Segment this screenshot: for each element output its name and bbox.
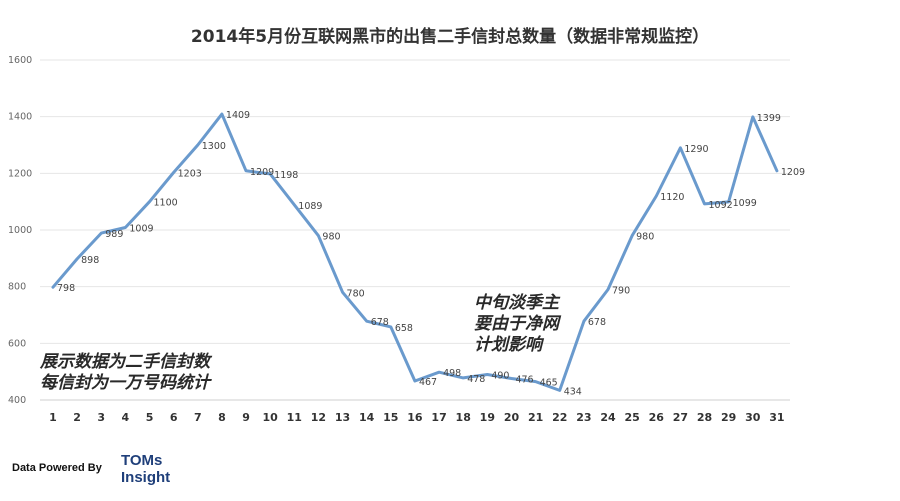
x-tick-label: 12 [311,411,326,424]
data-label: 1203 [178,168,202,179]
data-label: 467 [419,377,437,388]
x-tick-label: 16 [407,411,423,424]
x-tick-label: 25 [624,411,639,424]
x-tick-label: 4 [122,411,130,424]
brand-line2: Insight [121,469,171,486]
data-label: 1399 [757,113,781,124]
data-label: 798 [57,283,75,294]
series-polyline [51,112,779,392]
y-tick-label: 1200 [8,168,32,179]
data-label: 658 [395,323,413,334]
x-tick-label: 15 [383,411,398,424]
x-tick-labels: 1 2 3 4 5 6 7 8 9 10 11 12 13 14 15 16 17 18 19 20 21 22 23 24 2… [49,411,784,424]
x-tick-label: 5 [146,411,154,424]
x-tick-label: 14 [359,411,375,424]
annotation-left: 展示数据为二手信封数 每信封为一万号码统计 [40,352,210,394]
y-tick-label: 1000 [8,225,32,236]
x-tick-label: 7 [194,411,202,424]
x-tick-label: 21 [528,411,543,424]
annotation-mid-line3: 计划影响 [474,335,542,355]
data-label: 1198 [274,170,298,181]
x-tick-label: 13 [335,411,350,424]
x-tick-label: 30 [745,411,761,424]
x-tick-label: 3 [97,411,105,424]
annotation-left-line1: 展示数据为二手信封数 [40,352,210,372]
annotation-mid-line2: 要由于净网 [474,314,559,334]
data-label: 434 [564,386,582,397]
series-line [51,112,779,392]
y-tick-label: 600 [8,338,26,349]
data-label: 1009 [129,223,153,234]
x-tick-label: 11 [287,411,302,424]
data-label: 989 [105,229,123,240]
x-tick-label: 1 [49,411,57,424]
x-tick-label: 17 [431,411,446,424]
x-tick-label: 27 [673,411,688,424]
x-tick-label: 9 [242,411,250,424]
data-label: 1100 [154,198,178,209]
y-tick-label: 1400 [8,112,32,123]
data-label: 1209 [250,167,274,178]
footer-brand-logo: TOMs Insight [121,452,170,486]
data-label: 1099 [733,198,757,209]
x-tick-label: 19 [480,411,495,424]
data-label: 1300 [202,141,226,152]
data-label: 465 [540,378,558,389]
data-label: 1089 [298,201,322,212]
x-tick-label: 8 [218,411,226,424]
x-tick-label: 31 [769,411,784,424]
data-label: 1120 [660,192,684,203]
annotation-mid: 中旬淡季主 要由于净网 计划影响 [474,293,559,356]
y-tick-label: 400 [8,395,26,406]
x-tick-label: 2 [73,411,81,424]
x-tick-label: 24 [600,411,616,424]
data-label: 1290 [684,144,708,155]
data-label: 1092 [709,200,733,211]
x-tick-label: 10 [263,411,279,424]
x-tick-label: 6 [170,411,178,424]
x-tick-label: 26 [649,411,665,424]
y-tick-label: 1600 [8,55,32,66]
brand-line1: TOMs [121,452,163,469]
x-tick-label: 22 [552,411,567,424]
data-label: 898 [81,255,99,266]
data-label: 790 [612,286,630,297]
annotation-left-line2: 每信封为一万号码统计 [40,373,210,393]
x-tick-label: 23 [576,411,591,424]
data-label: 678 [371,317,389,328]
data-label: 490 [491,371,509,382]
annotation-mid-line1: 中旬淡季主 [474,293,559,313]
data-label: 780 [347,288,365,299]
y-tick-labels: 400 600 800 1000 1200 1400 1600 [8,55,32,406]
data-label: 678 [588,317,606,328]
data-label: 498 [443,368,461,379]
chart-title: 2014年5月份互联网黑市的出售二手信封总数量（数据非常规监控） [190,27,710,47]
data-label: 980 [636,232,654,243]
x-tick-label: 29 [721,411,736,424]
y-tick-label: 800 [8,282,26,293]
x-tick-label: 28 [697,411,712,424]
data-label: 1209 [781,167,805,178]
data-label: 980 [322,232,340,243]
footer-powered-by: Data Powered By [12,462,102,474]
data-label: 1409 [226,110,250,121]
data-label: 478 [467,374,485,385]
x-tick-label: 18 [456,411,471,424]
data-label: 476 [515,374,533,385]
x-tick-label: 20 [504,411,520,424]
